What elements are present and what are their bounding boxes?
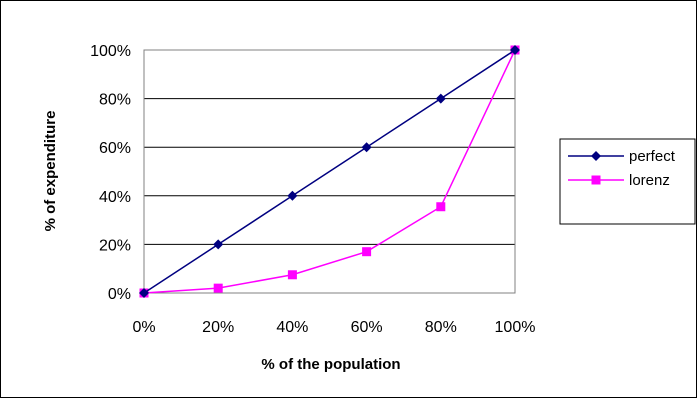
legend-label: perfect — [629, 148, 676, 165]
data-point-perfect — [361, 142, 372, 153]
x-tick-label: 80% — [425, 319, 457, 336]
legend-item-perfect: perfect — [568, 148, 676, 165]
x-tick-label: 40% — [276, 319, 308, 336]
y-tick-label: 20% — [99, 237, 131, 254]
legend-label: lorenz — [629, 172, 670, 189]
series-line-lorenz — [143, 49, 516, 294]
legend-marker — [591, 175, 601, 185]
x-tick-label: 20% — [202, 319, 234, 336]
y-tick-label: 0% — [108, 286, 131, 303]
data-point-perfect — [510, 45, 520, 55]
y-tick-labels: 0% 20% 40% 60% 80% 100% — [90, 43, 131, 303]
grid-layer — [144, 49, 515, 245]
x-tick-label: 0% — [132, 319, 155, 336]
plot-area — [143, 49, 516, 294]
x-tick-labels: 0% 20% 40% 60% 80% 100% — [132, 319, 535, 336]
data-point-perfect — [435, 93, 446, 104]
series-perfect — [139, 45, 520, 298]
legend-item-lorenz: lorenz — [568, 172, 670, 189]
legend-box — [559, 138, 696, 225]
y-tick-label: 100% — [90, 43, 131, 60]
legend-marker — [591, 151, 601, 161]
y-tick-label: 80% — [99, 92, 131, 109]
data-point-lorenz — [213, 283, 223, 293]
x-axis-title: % of the population — [261, 356, 400, 373]
data-point-lorenz — [287, 270, 297, 280]
data-point-lorenz — [362, 247, 372, 257]
data-point-perfect — [139, 288, 149, 298]
series-line-perfect — [143, 49, 516, 294]
y-axis-title: % of expenditure — [42, 111, 59, 232]
data-point-lorenz — [436, 202, 446, 212]
y-tick-label: 60% — [99, 140, 131, 157]
y-tick-label: 40% — [99, 189, 131, 206]
data-point-perfect — [287, 190, 298, 201]
x-tick-label: 100% — [495, 319, 536, 336]
data-point-perfect — [213, 239, 224, 250]
x-tick-label: 60% — [351, 319, 383, 336]
legend: perfect lorenz — [559, 138, 696, 225]
series-layer — [139, 45, 520, 298]
